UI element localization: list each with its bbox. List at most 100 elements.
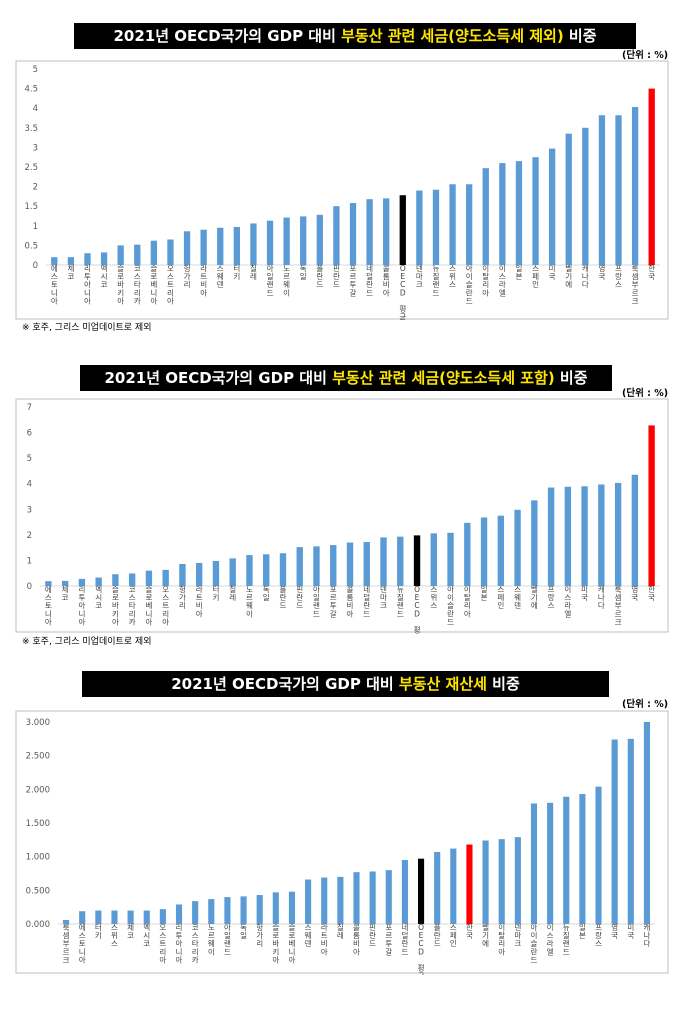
bar	[95, 910, 102, 924]
bar	[288, 891, 296, 924]
bar	[499, 163, 506, 265]
bar	[515, 161, 523, 265]
bar	[643, 722, 650, 924]
y-tick-label: 0	[33, 261, 38, 271]
bar	[279, 553, 287, 586]
bar	[466, 184, 473, 265]
bar	[283, 217, 290, 265]
bar	[464, 522, 471, 586]
bar	[296, 547, 303, 586]
bar	[330, 545, 337, 586]
bar	[595, 786, 602, 924]
bar	[305, 879, 312, 924]
unit-label: (단위 : %)	[622, 50, 669, 61]
y-tick-label: 5	[27, 454, 32, 464]
bar	[480, 517, 488, 586]
bar	[449, 184, 456, 265]
bar	[482, 168, 489, 265]
bar	[349, 203, 357, 265]
bar-chart: 0 0.5 1 1.5 2 2.5 3 3.5 4 4.5 5 에 스 토 니 아 체 코 리 투 아 니 아 멕 시 코 슬 로 바 키…	[15, 60, 669, 321]
bar	[240, 896, 247, 924]
bar	[179, 564, 186, 586]
bar	[316, 214, 323, 265]
bar	[337, 876, 344, 924]
y-tick-label: 0.000	[26, 920, 50, 930]
bar	[224, 897, 231, 924]
chart-frame	[15, 710, 669, 974]
bar	[397, 536, 404, 586]
bar	[321, 877, 328, 924]
bar	[399, 195, 406, 265]
bar	[127, 910, 134, 924]
bar	[563, 796, 570, 924]
bar	[497, 515, 504, 586]
y-tick-label: 7	[27, 403, 32, 413]
bar	[79, 911, 86, 924]
bar	[565, 133, 572, 265]
bar	[611, 739, 618, 924]
bar	[159, 909, 166, 924]
bar	[84, 253, 91, 265]
y-tick-label: 0.500	[26, 886, 50, 896]
bar	[217, 227, 224, 265]
bar	[272, 892, 279, 924]
bar	[175, 904, 183, 924]
bar	[353, 872, 360, 924]
bar	[498, 839, 505, 924]
x-tick-label: OECD 평균	[418, 923, 425, 975]
bar	[383, 198, 390, 265]
bar	[256, 895, 263, 924]
bar	[45, 581, 52, 586]
y-tick-label: 6	[27, 429, 32, 439]
bar	[413, 535, 421, 586]
chart-title: 2021년 OECD국가의 GDP 대비 부동산 관련 세금(양도소득세 포함)…	[80, 365, 612, 391]
bar	[514, 509, 521, 586]
bar	[95, 577, 102, 586]
bar	[450, 848, 457, 924]
bar	[631, 107, 639, 265]
bar	[134, 244, 141, 265]
bar	[530, 803, 538, 924]
bar	[266, 220, 274, 265]
bar	[363, 542, 370, 586]
bar	[67, 257, 75, 265]
bar	[143, 910, 150, 924]
bar	[200, 229, 207, 265]
bar	[380, 537, 387, 586]
